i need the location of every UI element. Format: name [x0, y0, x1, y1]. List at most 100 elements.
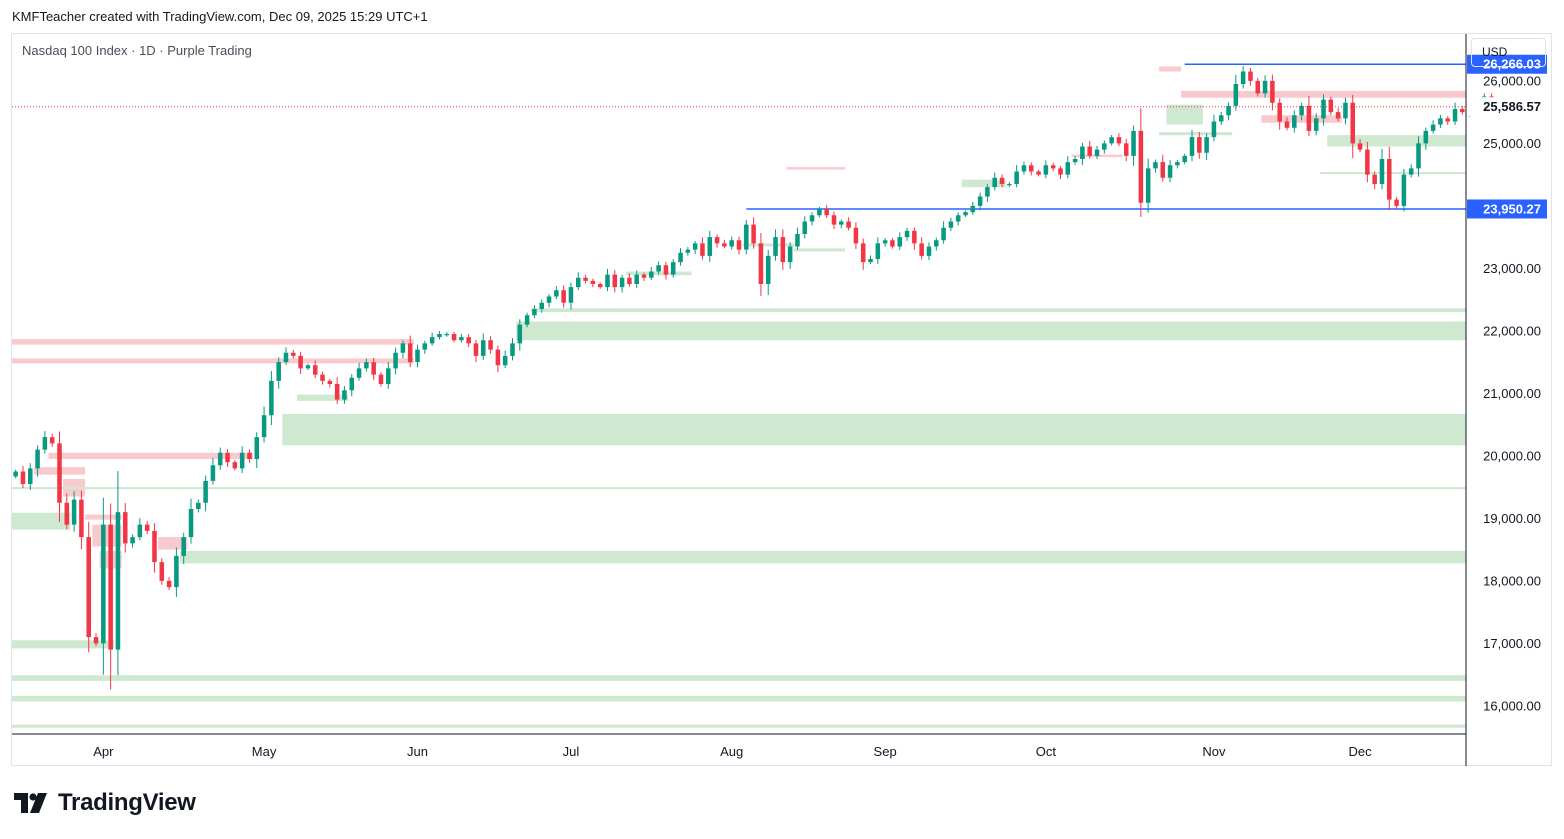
- candle[interactable]: [1306, 95, 1312, 137]
- candle[interactable]: [934, 237, 939, 251]
- candle[interactable]: [298, 351, 303, 374]
- candle[interactable]: [269, 371, 274, 426]
- candle[interactable]: [546, 294, 552, 308]
- candle[interactable]: [554, 286, 559, 300]
- candle[interactable]: [356, 362, 362, 381]
- candle[interactable]: [1387, 146, 1392, 211]
- candle[interactable]: [35, 445, 40, 477]
- candle[interactable]: [627, 273, 632, 287]
- candle[interactable]: [1343, 97, 1348, 125]
- candle[interactable]: [115, 471, 121, 676]
- candle[interactable]: [64, 493, 70, 530]
- candle[interactable]: [963, 210, 968, 217]
- candle[interactable]: [283, 347, 289, 366]
- candle[interactable]: [444, 331, 450, 337]
- candle[interactable]: [415, 344, 420, 367]
- candle[interactable]: [780, 229, 786, 270]
- candle[interactable]: [1175, 159, 1180, 169]
- candle[interactable]: [488, 336, 493, 354]
- candle[interactable]: [517, 319, 523, 351]
- candle[interactable]: [678, 247, 683, 266]
- candle[interactable]: [305, 363, 311, 371]
- candle[interactable]: [437, 331, 442, 340]
- candle[interactable]: [853, 222, 859, 249]
- candle[interactable]: [1211, 114, 1217, 142]
- candle[interactable]: [619, 274, 625, 293]
- candle[interactable]: [1321, 94, 1326, 126]
- candle[interactable]: [1394, 196, 1399, 210]
- candle[interactable]: [875, 237, 881, 265]
- candle[interactable]: [831, 211, 837, 230]
- candle[interactable]: [663, 261, 669, 280]
- candle[interactable]: [641, 272, 647, 282]
- candle[interactable]: [495, 345, 501, 373]
- candle[interactable]: [904, 227, 910, 241]
- candle[interactable]: [1328, 96, 1334, 116]
- candle[interactable]: [524, 312, 530, 328]
- candle[interactable]: [1058, 165, 1063, 180]
- candle[interactable]: [758, 232, 764, 297]
- candle[interactable]: [1262, 75, 1268, 98]
- candle[interactable]: [795, 227, 800, 250]
- candle[interactable]: [1430, 120, 1436, 134]
- candle[interactable]: [1094, 145, 1100, 160]
- candle[interactable]: [744, 219, 749, 255]
- candle[interactable]: [1445, 116, 1450, 125]
- candle[interactable]: [86, 521, 91, 653]
- candle[interactable]: [1372, 171, 1377, 190]
- candle[interactable]: [714, 234, 720, 248]
- candle[interactable]: [217, 447, 223, 470]
- candle[interactable]: [919, 237, 924, 260]
- candle[interactable]: [130, 534, 135, 548]
- candle[interactable]: [393, 347, 398, 375]
- candle[interactable]: [773, 229, 778, 261]
- candle[interactable]: [1014, 165, 1019, 188]
- candle[interactable]: [1116, 133, 1122, 147]
- candle[interactable]: [1218, 111, 1224, 125]
- candle[interactable]: [1416, 136, 1421, 177]
- candle[interactable]: [334, 377, 340, 404]
- candle[interactable]: [1408, 164, 1414, 178]
- candle[interactable]: [1350, 94, 1356, 159]
- candle[interactable]: [1131, 125, 1136, 166]
- candle[interactable]: [79, 490, 84, 550]
- candle[interactable]: [1065, 156, 1071, 179]
- candle[interactable]: [1248, 67, 1253, 86]
- candle[interactable]: [1423, 127, 1429, 150]
- candle[interactable]: [1138, 108, 1144, 217]
- candle[interactable]: [890, 238, 895, 249]
- candle[interactable]: [386, 361, 391, 389]
- candle[interactable]: [970, 201, 976, 216]
- candle[interactable]: [13, 469, 18, 479]
- candle[interactable]: [912, 227, 917, 250]
- candle[interactable]: [1357, 139, 1363, 153]
- candle[interactable]: [985, 184, 990, 202]
- candle[interactable]: [846, 217, 851, 231]
- candle[interactable]: [320, 371, 325, 385]
- candle[interactable]: [670, 259, 676, 278]
- candle[interactable]: [166, 576, 172, 591]
- candle[interactable]: [1460, 106, 1465, 115]
- candle[interactable]: [232, 460, 238, 471]
- candle[interactable]: [378, 372, 384, 387]
- candle[interactable]: [1050, 162, 1056, 172]
- candle[interactable]: [1197, 131, 1202, 159]
- candle[interactable]: [685, 247, 691, 256]
- candle[interactable]: [473, 340, 479, 363]
- candle[interactable]: [20, 465, 26, 489]
- candle[interactable]: [28, 463, 33, 491]
- candle[interactable]: [122, 502, 128, 553]
- candle[interactable]: [327, 378, 333, 388]
- candle[interactable]: [561, 285, 566, 308]
- candle[interactable]: [510, 338, 515, 361]
- candle[interactable]: [1204, 133, 1209, 161]
- candle[interactable]: [188, 498, 194, 544]
- candle[interactable]: [1160, 154, 1166, 182]
- candle[interactable]: [1123, 138, 1129, 162]
- candle[interactable]: [1277, 98, 1282, 130]
- candle[interactable]: [1401, 169, 1407, 212]
- candle[interactable]: [407, 335, 413, 367]
- candle[interactable]: [1226, 102, 1231, 121]
- candle[interactable]: [210, 457, 216, 485]
- candle[interactable]: [1284, 117, 1290, 131]
